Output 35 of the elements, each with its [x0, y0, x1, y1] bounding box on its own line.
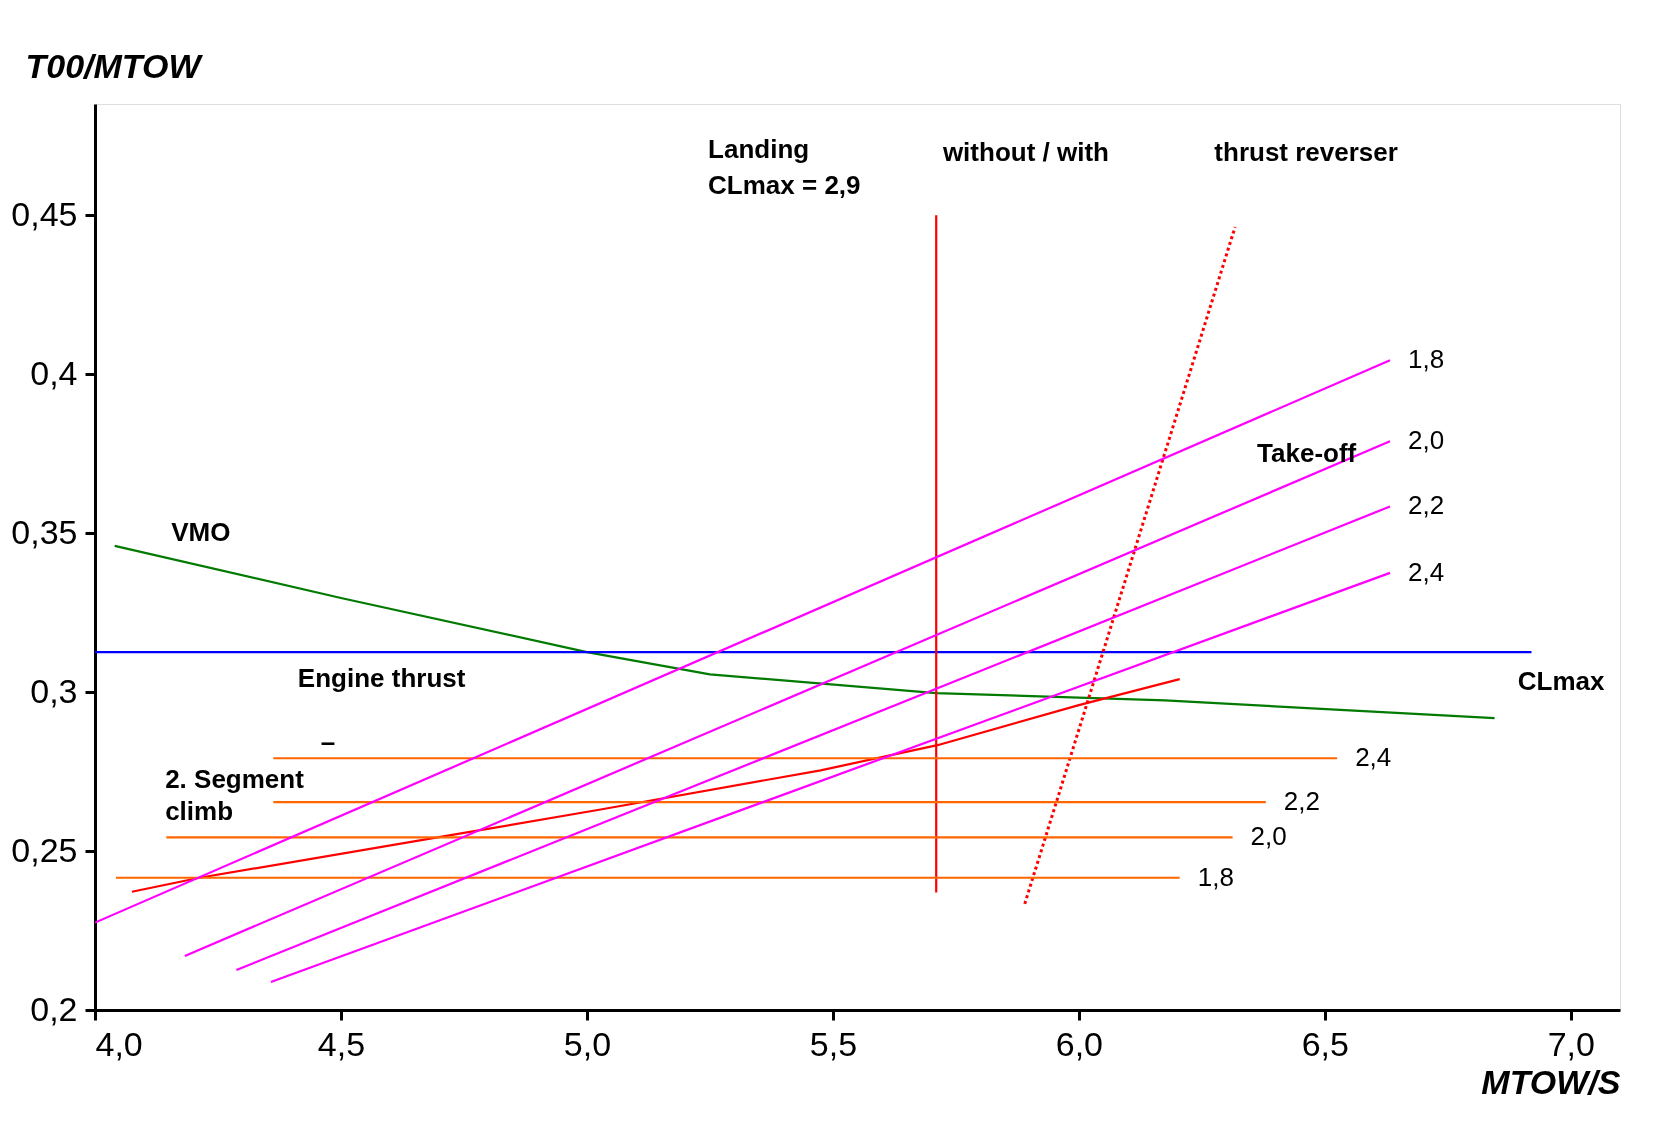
y-tick-label: 0,45	[11, 194, 78, 233]
series-label: 2,2	[1408, 490, 1445, 521]
series-label: 2,4	[1408, 556, 1445, 587]
x-axis-title: MTOW/S	[1481, 1062, 1621, 1101]
annotation: VMO	[171, 516, 231, 547]
y-axis-title: T00/MTOW	[25, 46, 204, 85]
line-series	[113, 544, 1496, 720]
annotation: 2. Segment	[165, 763, 305, 794]
x-tick-label: 5,5	[809, 1024, 858, 1063]
y-tick-label: 0,35	[11, 512, 78, 551]
series-label: 1,8	[1197, 861, 1234, 892]
annotation: CLmax = 2,9	[708, 169, 861, 200]
y-tick-label: 0,3	[30, 671, 78, 710]
annotation: –	[320, 726, 336, 757]
y-tick-label: 0,4	[30, 353, 78, 392]
x-tick-label: 4,5	[317, 1024, 366, 1063]
y-tick-label: 0,2	[30, 989, 78, 1028]
annotation: without / with	[941, 136, 1109, 167]
series-label: 1,8	[1408, 344, 1445, 375]
series-label: 2,2	[1283, 786, 1320, 817]
series-label: 2,4	[1355, 742, 1392, 773]
annotation: thrust reverser	[1214, 136, 1398, 167]
annotation: CLmax	[1517, 666, 1606, 697]
annotation: climb	[165, 796, 234, 827]
x-tick-label: 4,0	[95, 1024, 143, 1063]
annotation: Engine thrust	[297, 663, 466, 694]
series-label: 2,0	[1250, 821, 1287, 852]
annotation: Take-off	[1257, 437, 1357, 468]
series-label: 2,0	[1408, 425, 1445, 456]
x-tick-label: 5,0	[563, 1024, 612, 1063]
x-tick-label: 7,0	[1547, 1024, 1595, 1063]
y-tick-label: 0,25	[11, 830, 78, 869]
x-tick-label: 6,5	[1301, 1024, 1349, 1063]
x-tick-label: 6,0	[1055, 1024, 1103, 1063]
annotation: Landing	[708, 134, 810, 165]
